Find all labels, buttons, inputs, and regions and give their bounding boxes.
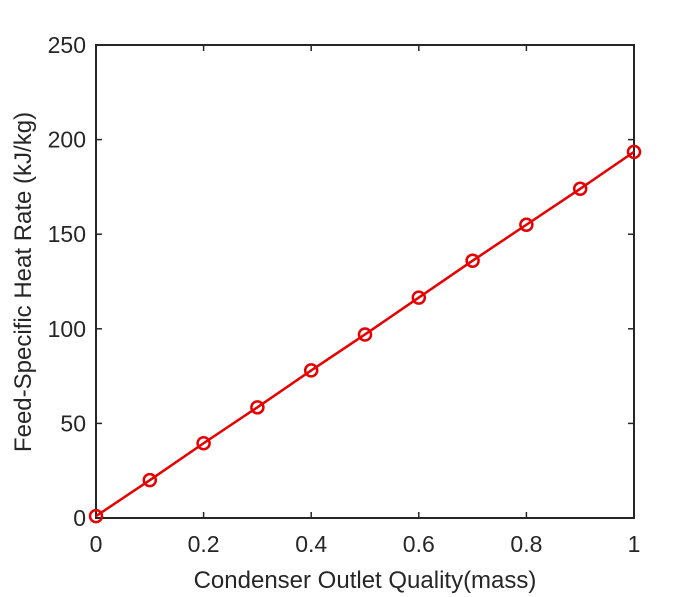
x-tick-label: 1	[628, 531, 641, 557]
data-point-marker	[196, 436, 211, 451]
y-axis-label: Feed-Specific Heat Rate (kJ/kg)	[10, 112, 37, 452]
y-tick-label: 150	[48, 221, 86, 247]
y-tick-label: 0	[73, 505, 86, 531]
y-tick-label: 50	[60, 410, 86, 436]
data-point-marker	[626, 144, 642, 160]
x-axis-tick-labels: 0 0.2 0.4 0.6 0.8 1	[90, 531, 641, 557]
data-point-marker	[250, 400, 265, 415]
data-point-marker	[519, 217, 534, 232]
data-point-marker	[411, 290, 427, 305]
axes-frame	[95, 44, 635, 519]
data-point-marker	[465, 253, 480, 268]
data-point-marker	[303, 363, 319, 378]
data-point-marker	[357, 327, 373, 342]
data-point-marker	[142, 472, 158, 488]
data-point-marker	[572, 181, 588, 197]
y-tick-label: 100	[48, 316, 86, 342]
x-tick-label: 0	[90, 531, 103, 557]
x-tick-label: 0.6	[403, 531, 435, 557]
plot-area	[88, 44, 642, 524]
series-layer	[88, 144, 642, 524]
y-tick-label: 250	[48, 32, 86, 58]
x-tick-label: 0.4	[295, 531, 327, 557]
x-tick-label: 0.8	[510, 531, 542, 557]
x-axis-ticks	[95, 45, 635, 518]
y-tick-label: 200	[48, 127, 86, 153]
y-axis-ticks	[96, 44, 634, 519]
data-point-marker	[88, 508, 104, 524]
series-line	[95, 150, 635, 518]
x-axis-label: Condenser Outlet Quality(mass)	[194, 567, 537, 594]
x-tick-label: 0.2	[188, 531, 220, 557]
y-axis-tick-labels: 0 50 100 150 200 250	[48, 32, 86, 531]
